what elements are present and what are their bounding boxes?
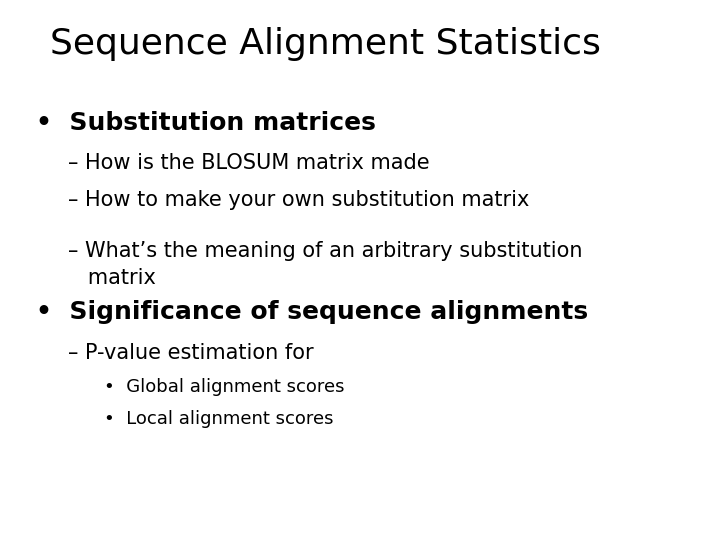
Text: – How to make your own substitution matrix: – How to make your own substitution matr… [68, 190, 530, 210]
Text: – How is the BLOSUM matrix made: – How is the BLOSUM matrix made [68, 153, 430, 173]
Text: •  Significance of sequence alignments: • Significance of sequence alignments [36, 300, 588, 323]
Text: •  Local alignment scores: • Local alignment scores [104, 410, 334, 428]
Text: – P-value estimation for: – P-value estimation for [68, 343, 314, 363]
Text: Sequence Alignment Statistics: Sequence Alignment Statistics [50, 27, 601, 61]
Text: •  Substitution matrices: • Substitution matrices [36, 111, 376, 134]
Text: •  Global alignment scores: • Global alignment scores [104, 378, 345, 396]
Text: – What’s the meaning of an arbitrary substitution
   matrix: – What’s the meaning of an arbitrary sub… [68, 241, 583, 288]
